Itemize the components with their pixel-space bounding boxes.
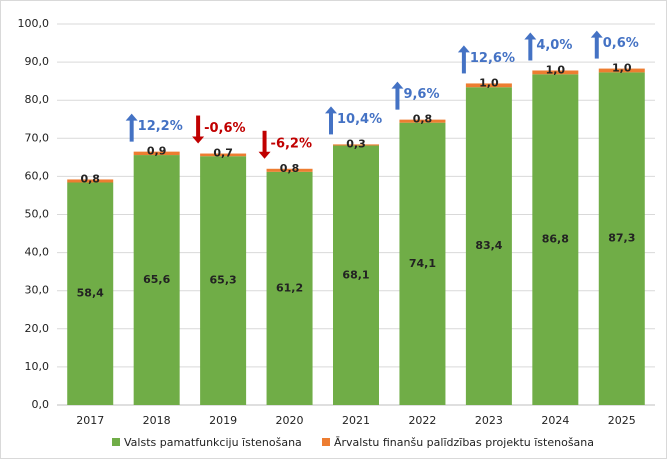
legend-label: Valsts pamatfunkciju īstenošana bbox=[124, 436, 302, 449]
bar-segment bbox=[266, 171, 313, 405]
x-tick-label: 2019 bbox=[209, 414, 237, 427]
bar-segment bbox=[200, 156, 247, 405]
y-tick-label: 20,0 bbox=[25, 322, 50, 335]
bar-segment bbox=[532, 70, 579, 75]
y-tick-label: 10,0 bbox=[25, 360, 50, 373]
change-annotation: 4,0% bbox=[536, 38, 572, 53]
bar-segment bbox=[333, 145, 379, 405]
y-tick-label: 50,0 bbox=[25, 208, 50, 221]
arrow-head bbox=[457, 45, 470, 53]
x-tick-label: 2025 bbox=[608, 414, 636, 427]
y-tick-label: 40,0 bbox=[25, 246, 50, 259]
value-label: 86,8 bbox=[542, 233, 569, 246]
value-label: 0,8 bbox=[280, 162, 300, 175]
value-label: 58,4 bbox=[77, 287, 104, 300]
bar-segment bbox=[532, 74, 579, 406]
legend-swatch bbox=[112, 438, 120, 446]
value-label: 0,7 bbox=[213, 147, 233, 160]
arrow-head bbox=[258, 151, 271, 159]
bar-segment bbox=[598, 72, 645, 406]
arrow-head bbox=[325, 106, 337, 114]
bar-segment bbox=[465, 87, 512, 405]
arrow-head bbox=[524, 32, 537, 40]
bar-segment bbox=[200, 153, 247, 157]
value-label: 1,0 bbox=[612, 62, 632, 75]
value-label: 1,0 bbox=[546, 63, 566, 76]
value-label: 68,1 bbox=[342, 268, 369, 281]
value-label: 65,3 bbox=[210, 274, 237, 287]
value-label: 74,1 bbox=[409, 257, 436, 270]
arrow-head bbox=[590, 30, 603, 38]
arrow-head bbox=[192, 136, 205, 144]
y-tick-label: 30,0 bbox=[25, 284, 50, 297]
value-label: 61,2 bbox=[276, 281, 303, 294]
y-tick-label: 90,0 bbox=[25, 55, 50, 68]
y-tick-label: 80,0 bbox=[25, 93, 50, 106]
bar-segment bbox=[598, 68, 645, 73]
bar-segment bbox=[333, 144, 379, 146]
change-annotation: 0,6% bbox=[603, 36, 639, 51]
bar-segment bbox=[133, 151, 180, 156]
arrow-head bbox=[391, 81, 404, 89]
change-annotation: 12,6% bbox=[470, 51, 515, 66]
change-annotation: 10,4% bbox=[337, 112, 382, 127]
value-label: 0,8 bbox=[413, 113, 433, 126]
arrow-head bbox=[125, 113, 138, 121]
bar-segment bbox=[465, 83, 512, 88]
value-label: 0,8 bbox=[80, 172, 100, 185]
x-tick-label: 2023 bbox=[475, 414, 503, 427]
value-label: 0,9 bbox=[147, 145, 167, 158]
y-tick-label: 0,0 bbox=[32, 398, 50, 411]
change-annotation: 9,6% bbox=[403, 87, 439, 102]
x-tick-label: 2018 bbox=[143, 414, 171, 427]
bar-segment bbox=[399, 122, 446, 405]
bar-segment bbox=[67, 182, 114, 405]
x-tick-label: 2020 bbox=[276, 414, 304, 427]
y-tick-label: 100,0 bbox=[18, 17, 50, 30]
x-tick-label: 2021 bbox=[342, 414, 370, 427]
value-label: 87,3 bbox=[608, 232, 635, 245]
legend-label: Ārvalstu finanšu palīdzības projektu īst… bbox=[334, 436, 594, 449]
value-label: 1,0 bbox=[479, 76, 499, 89]
value-label: 65,6 bbox=[143, 273, 170, 286]
x-tick-label: 2022 bbox=[408, 414, 436, 427]
change-annotation: 12,2% bbox=[138, 119, 183, 134]
bar-segment bbox=[67, 179, 114, 183]
value-label: 83,4 bbox=[475, 239, 502, 252]
change-annotation: -6,2% bbox=[271, 136, 312, 151]
y-tick-label: 60,0 bbox=[25, 169, 50, 182]
legend-swatch bbox=[322, 438, 330, 446]
y-tick-label: 70,0 bbox=[25, 131, 50, 144]
bar-segment bbox=[133, 155, 180, 405]
x-tick-label: 2024 bbox=[541, 414, 569, 427]
change-annotation: -0,6% bbox=[204, 121, 245, 136]
bar-segment bbox=[266, 168, 313, 172]
value-label: 0,3 bbox=[346, 137, 366, 150]
x-tick-label: 2017 bbox=[76, 414, 104, 427]
bar-segment bbox=[399, 119, 446, 123]
